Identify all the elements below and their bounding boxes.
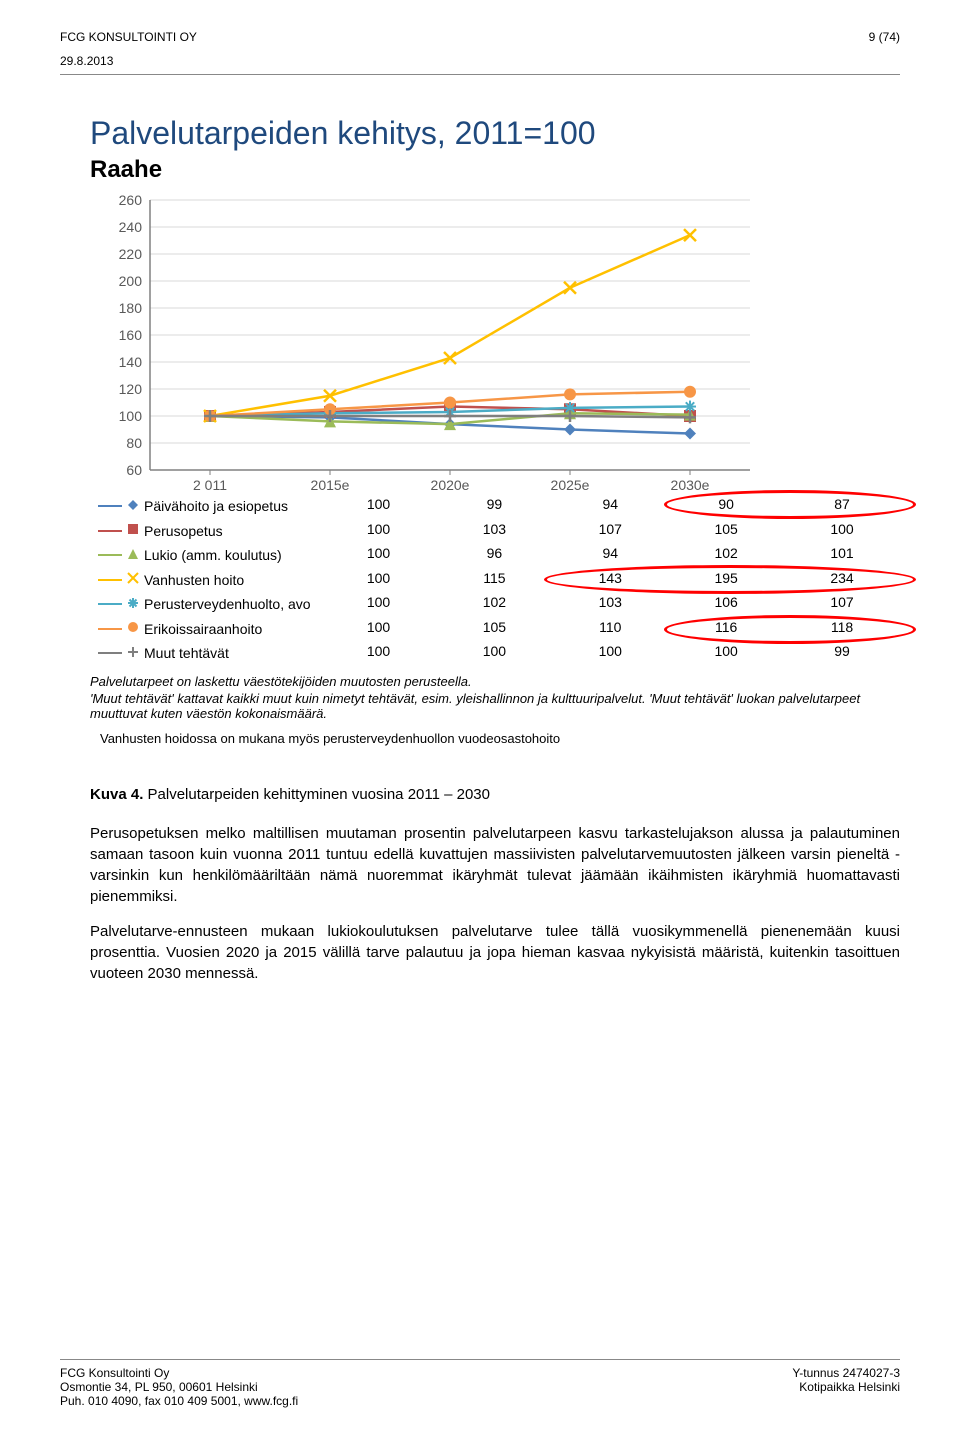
table-row: Vanhusten hoito100115143195234 <box>90 566 900 591</box>
header-page-indicator: 9 (74) <box>869 30 900 44</box>
footer-rule <box>60 1359 900 1360</box>
chart-data-table: Päivähoito ja esiopetus10099949087Peruso… <box>90 492 900 664</box>
svg-text:180: 180 <box>119 300 143 316</box>
table-row: Päivähoito ja esiopetus10099949087 <box>90 492 900 517</box>
chart-title: Palvelutarpeiden kehitys, 2011=100 <box>90 115 900 152</box>
svg-text:160: 160 <box>119 327 143 343</box>
svg-text:2020e: 2020e <box>431 477 470 490</box>
svg-text:140: 140 <box>119 354 143 370</box>
footer-line: Puh. 010 4090, fax 010 409 5001, www.fcg… <box>60 1394 298 1408</box>
table-row: Muut tehtävät10010010010099 <box>90 639 900 664</box>
footer-line: Kotipaikka Helsinki <box>792 1380 900 1394</box>
page-footer: FCG Konsultointi Oy Osmontie 34, PL 950,… <box>60 1359 900 1408</box>
header-rule <box>60 74 900 75</box>
svg-text:2015e: 2015e <box>311 477 350 490</box>
figure-caption: Kuva 4. Palvelutarpeiden kehittyminen vu… <box>90 786 900 803</box>
table-row: Lukio (amm. koulutus)1009694102101 <box>90 541 900 566</box>
svg-text:240: 240 <box>119 219 143 235</box>
svg-text:260: 260 <box>119 192 143 208</box>
header-company: FCG KONSULTOINTI OY <box>60 30 197 44</box>
svg-text:2025e: 2025e <box>551 477 590 490</box>
footer-line: Osmontie 34, PL 950, 00601 Helsinki <box>60 1380 298 1394</box>
chart-footnotes: Palvelutarpeet on laskettu väestötekijöi… <box>90 674 900 746</box>
footnote: Vanhusten hoidossa on mukana myös perust… <box>100 731 900 746</box>
svg-text:60: 60 <box>126 462 142 478</box>
svg-text:120: 120 <box>119 381 143 397</box>
svg-text:200: 200 <box>119 273 143 289</box>
svg-text:100: 100 <box>119 408 143 424</box>
footnote: 'Muut tehtävät' kattavat kaikki muut kui… <box>90 691 900 721</box>
body-text: Perusopetuksen melko maltillisen muutama… <box>90 823 900 984</box>
footer-line: Y-tunnus 2474027-3 <box>792 1366 900 1380</box>
footnote: Palvelutarpeet on laskettu väestötekijöi… <box>90 674 900 689</box>
body-paragraph: Palvelutarve-ennusteen mukaan lukiokoulu… <box>90 921 900 984</box>
table-row: Erikoissairaanhoito100105110116118 <box>90 615 900 640</box>
body-paragraph: Perusopetuksen melko maltillisen muutama… <box>90 823 900 907</box>
header-date: 29.8.2013 <box>60 54 900 68</box>
svg-text:220: 220 <box>119 246 143 262</box>
chart-plot: 60 80 100 120 140 160 180 200 220 240 260 2 011 2015… <box>90 190 770 490</box>
chart-subtitle: Raahe <box>90 156 900 184</box>
svg-text:2030e: 2030e <box>671 477 710 490</box>
caption-label: Kuva 4. <box>90 786 143 803</box>
svg-text:80: 80 <box>126 435 142 451</box>
svg-text:2 011: 2 011 <box>193 477 227 490</box>
caption-text: Palvelutarpeiden kehittyminen vuosina 20… <box>148 786 490 803</box>
table-row: Perusopetus100103107105100 <box>90 517 900 542</box>
table-row: Perusterveydenhuolto, avo100102103106107 <box>90 590 900 615</box>
footer-line: FCG Konsultointi Oy <box>60 1366 298 1380</box>
